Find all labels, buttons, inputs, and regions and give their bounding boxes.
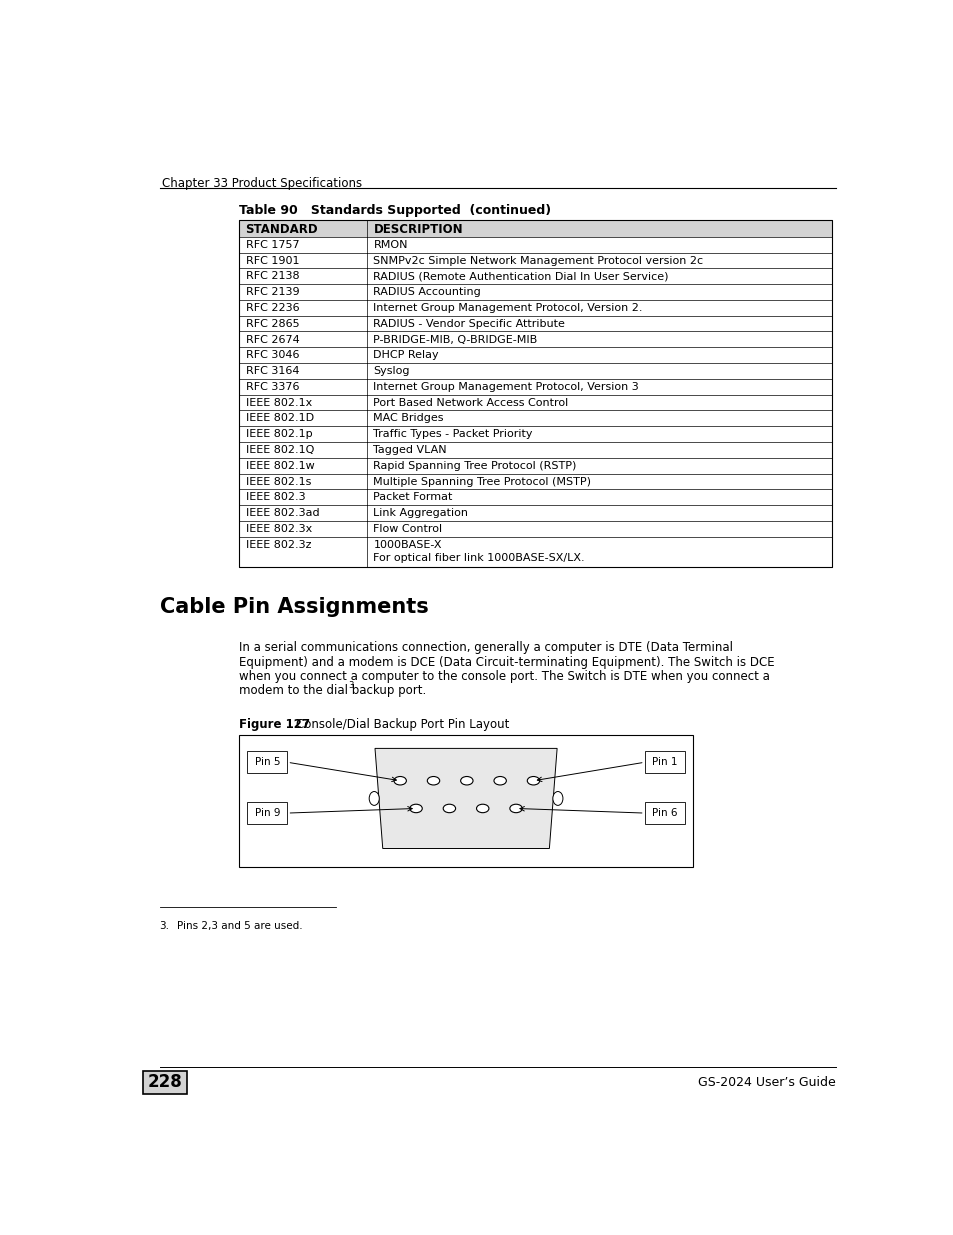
Text: Syslog: Syslog xyxy=(373,366,410,377)
Text: modem to the dial backup port.: modem to the dial backup port. xyxy=(239,684,426,697)
Bar xyxy=(239,220,831,237)
Text: GS-2024 User’s Guide: GS-2024 User’s Guide xyxy=(698,1076,835,1089)
Text: RADIUS - Vendor Specific Attribute: RADIUS - Vendor Specific Attribute xyxy=(373,319,565,329)
Ellipse shape xyxy=(460,777,473,785)
Text: 3.: 3. xyxy=(159,921,170,931)
Text: DHCP Relay: DHCP Relay xyxy=(373,351,438,361)
Text: RADIUS Accounting: RADIUS Accounting xyxy=(373,288,480,298)
Text: Port Based Network Access Control: Port Based Network Access Control xyxy=(373,398,568,408)
Ellipse shape xyxy=(427,777,439,785)
Text: 1000BASE-X
For optical fiber link 1000BASE-SX/LX.: 1000BASE-X For optical fiber link 1000BA… xyxy=(373,540,584,563)
Text: IEEE 802.1p: IEEE 802.1p xyxy=(245,430,312,440)
Ellipse shape xyxy=(394,777,406,785)
Ellipse shape xyxy=(509,804,521,813)
Text: MAC Bridges: MAC Bridges xyxy=(373,414,443,424)
Bar xyxy=(142,1071,187,1094)
Text: Link Aggregation: Link Aggregation xyxy=(373,508,468,519)
Text: IEEE 802.1s: IEEE 802.1s xyxy=(245,477,311,487)
Text: P-BRIDGE-MIB, Q-BRIDGE-MIB: P-BRIDGE-MIB, Q-BRIDGE-MIB xyxy=(373,335,537,345)
Bar xyxy=(644,751,684,773)
Text: IEEE 802.1Q: IEEE 802.1Q xyxy=(245,445,314,454)
Text: RFC 2236: RFC 2236 xyxy=(245,303,299,312)
Text: IEEE 802.1D: IEEE 802.1D xyxy=(245,414,314,424)
Text: Chapter 33 Product Specifications: Chapter 33 Product Specifications xyxy=(162,177,361,190)
Text: RFC 2865: RFC 2865 xyxy=(245,319,299,329)
Text: Flow Control: Flow Control xyxy=(373,524,442,534)
Ellipse shape xyxy=(369,792,379,805)
Bar xyxy=(247,751,287,773)
Text: STANDARD: STANDARD xyxy=(245,222,318,236)
Text: Cable Pin Assignments: Cable Pin Assignments xyxy=(159,597,428,616)
Ellipse shape xyxy=(410,804,422,813)
Text: RFC 3376: RFC 3376 xyxy=(245,382,298,391)
Text: RFC 2138: RFC 2138 xyxy=(245,272,299,282)
Text: Packet Format: Packet Format xyxy=(373,493,453,503)
Text: Internet Group Management Protocol, Version 2.: Internet Group Management Protocol, Vers… xyxy=(373,303,642,312)
Text: IEEE 802.3z: IEEE 802.3z xyxy=(245,540,311,550)
Text: Internet Group Management Protocol, Version 3: Internet Group Management Protocol, Vers… xyxy=(373,382,639,391)
Text: RFC 3164: RFC 3164 xyxy=(245,366,298,377)
Text: Pin 1: Pin 1 xyxy=(652,757,677,767)
Text: RFC 2139: RFC 2139 xyxy=(245,288,299,298)
Bar xyxy=(239,220,831,567)
Text: IEEE 802.1x: IEEE 802.1x xyxy=(245,398,312,408)
Text: Pins 2,3 and 5 are used.: Pins 2,3 and 5 are used. xyxy=(176,921,302,931)
Bar xyxy=(247,803,287,824)
Text: Equipment) and a modem is DCE (Data Circuit-terminating Equipment). The Switch i: Equipment) and a modem is DCE (Data Circ… xyxy=(239,656,774,668)
Text: when you connect a computer to the console port. The Switch is DTE when you conn: when you connect a computer to the conso… xyxy=(239,669,769,683)
Text: SNMPv2c Simple Network Management Protocol version 2c: SNMPv2c Simple Network Management Protoc… xyxy=(373,256,703,266)
Text: 228: 228 xyxy=(148,1073,182,1092)
Ellipse shape xyxy=(494,777,506,785)
Text: IEEE 802.3x: IEEE 802.3x xyxy=(245,524,312,534)
Ellipse shape xyxy=(443,804,456,813)
Text: RFC 1757: RFC 1757 xyxy=(245,240,299,249)
Ellipse shape xyxy=(553,792,562,805)
Text: IEEE 802.3: IEEE 802.3 xyxy=(245,493,305,503)
Bar xyxy=(239,735,692,867)
Text: RMON: RMON xyxy=(373,240,408,249)
Text: RADIUS (Remote Authentication Dial In User Service): RADIUS (Remote Authentication Dial In Us… xyxy=(373,272,668,282)
Text: IEEE 802.1w: IEEE 802.1w xyxy=(245,461,314,471)
Text: Tagged VLAN: Tagged VLAN xyxy=(373,445,447,454)
Text: Pin 6: Pin 6 xyxy=(652,808,677,818)
Text: 3: 3 xyxy=(348,680,353,690)
Text: Pin 5: Pin 5 xyxy=(254,757,280,767)
Text: Figure 127: Figure 127 xyxy=(239,718,310,731)
Text: IEEE 802.3ad: IEEE 802.3ad xyxy=(245,508,319,519)
Ellipse shape xyxy=(476,804,488,813)
Text: Traffic Types - Packet Priority: Traffic Types - Packet Priority xyxy=(373,430,533,440)
Text: Pin 9: Pin 9 xyxy=(254,808,280,818)
Text: Table 90   Standards Supported  (continued): Table 90 Standards Supported (continued) xyxy=(239,204,551,216)
Bar xyxy=(644,803,684,824)
Text: Multiple Spanning Tree Protocol (MSTP): Multiple Spanning Tree Protocol (MSTP) xyxy=(373,477,591,487)
Ellipse shape xyxy=(527,777,539,785)
Text: In a serial communications connection, generally a computer is DTE (Data Termina: In a serial communications connection, g… xyxy=(239,641,733,655)
Text: RFC 1901: RFC 1901 xyxy=(245,256,298,266)
Text: Rapid Spanning Tree Protocol (RSTP): Rapid Spanning Tree Protocol (RSTP) xyxy=(373,461,577,471)
Text: Console/Dial Backup Port Pin Layout: Console/Dial Backup Port Pin Layout xyxy=(295,718,509,731)
Text: RFC 2674: RFC 2674 xyxy=(245,335,299,345)
Text: DESCRIPTION: DESCRIPTION xyxy=(373,222,462,236)
Text: RFC 3046: RFC 3046 xyxy=(245,351,298,361)
Polygon shape xyxy=(375,748,557,848)
